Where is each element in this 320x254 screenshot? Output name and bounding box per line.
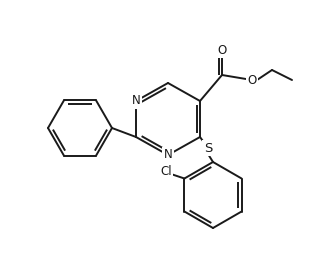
Text: Cl: Cl (161, 165, 172, 178)
Text: N: N (132, 94, 140, 107)
Text: O: O (217, 43, 227, 56)
Text: N: N (164, 149, 172, 162)
Text: O: O (247, 73, 257, 87)
Text: S: S (204, 141, 212, 154)
